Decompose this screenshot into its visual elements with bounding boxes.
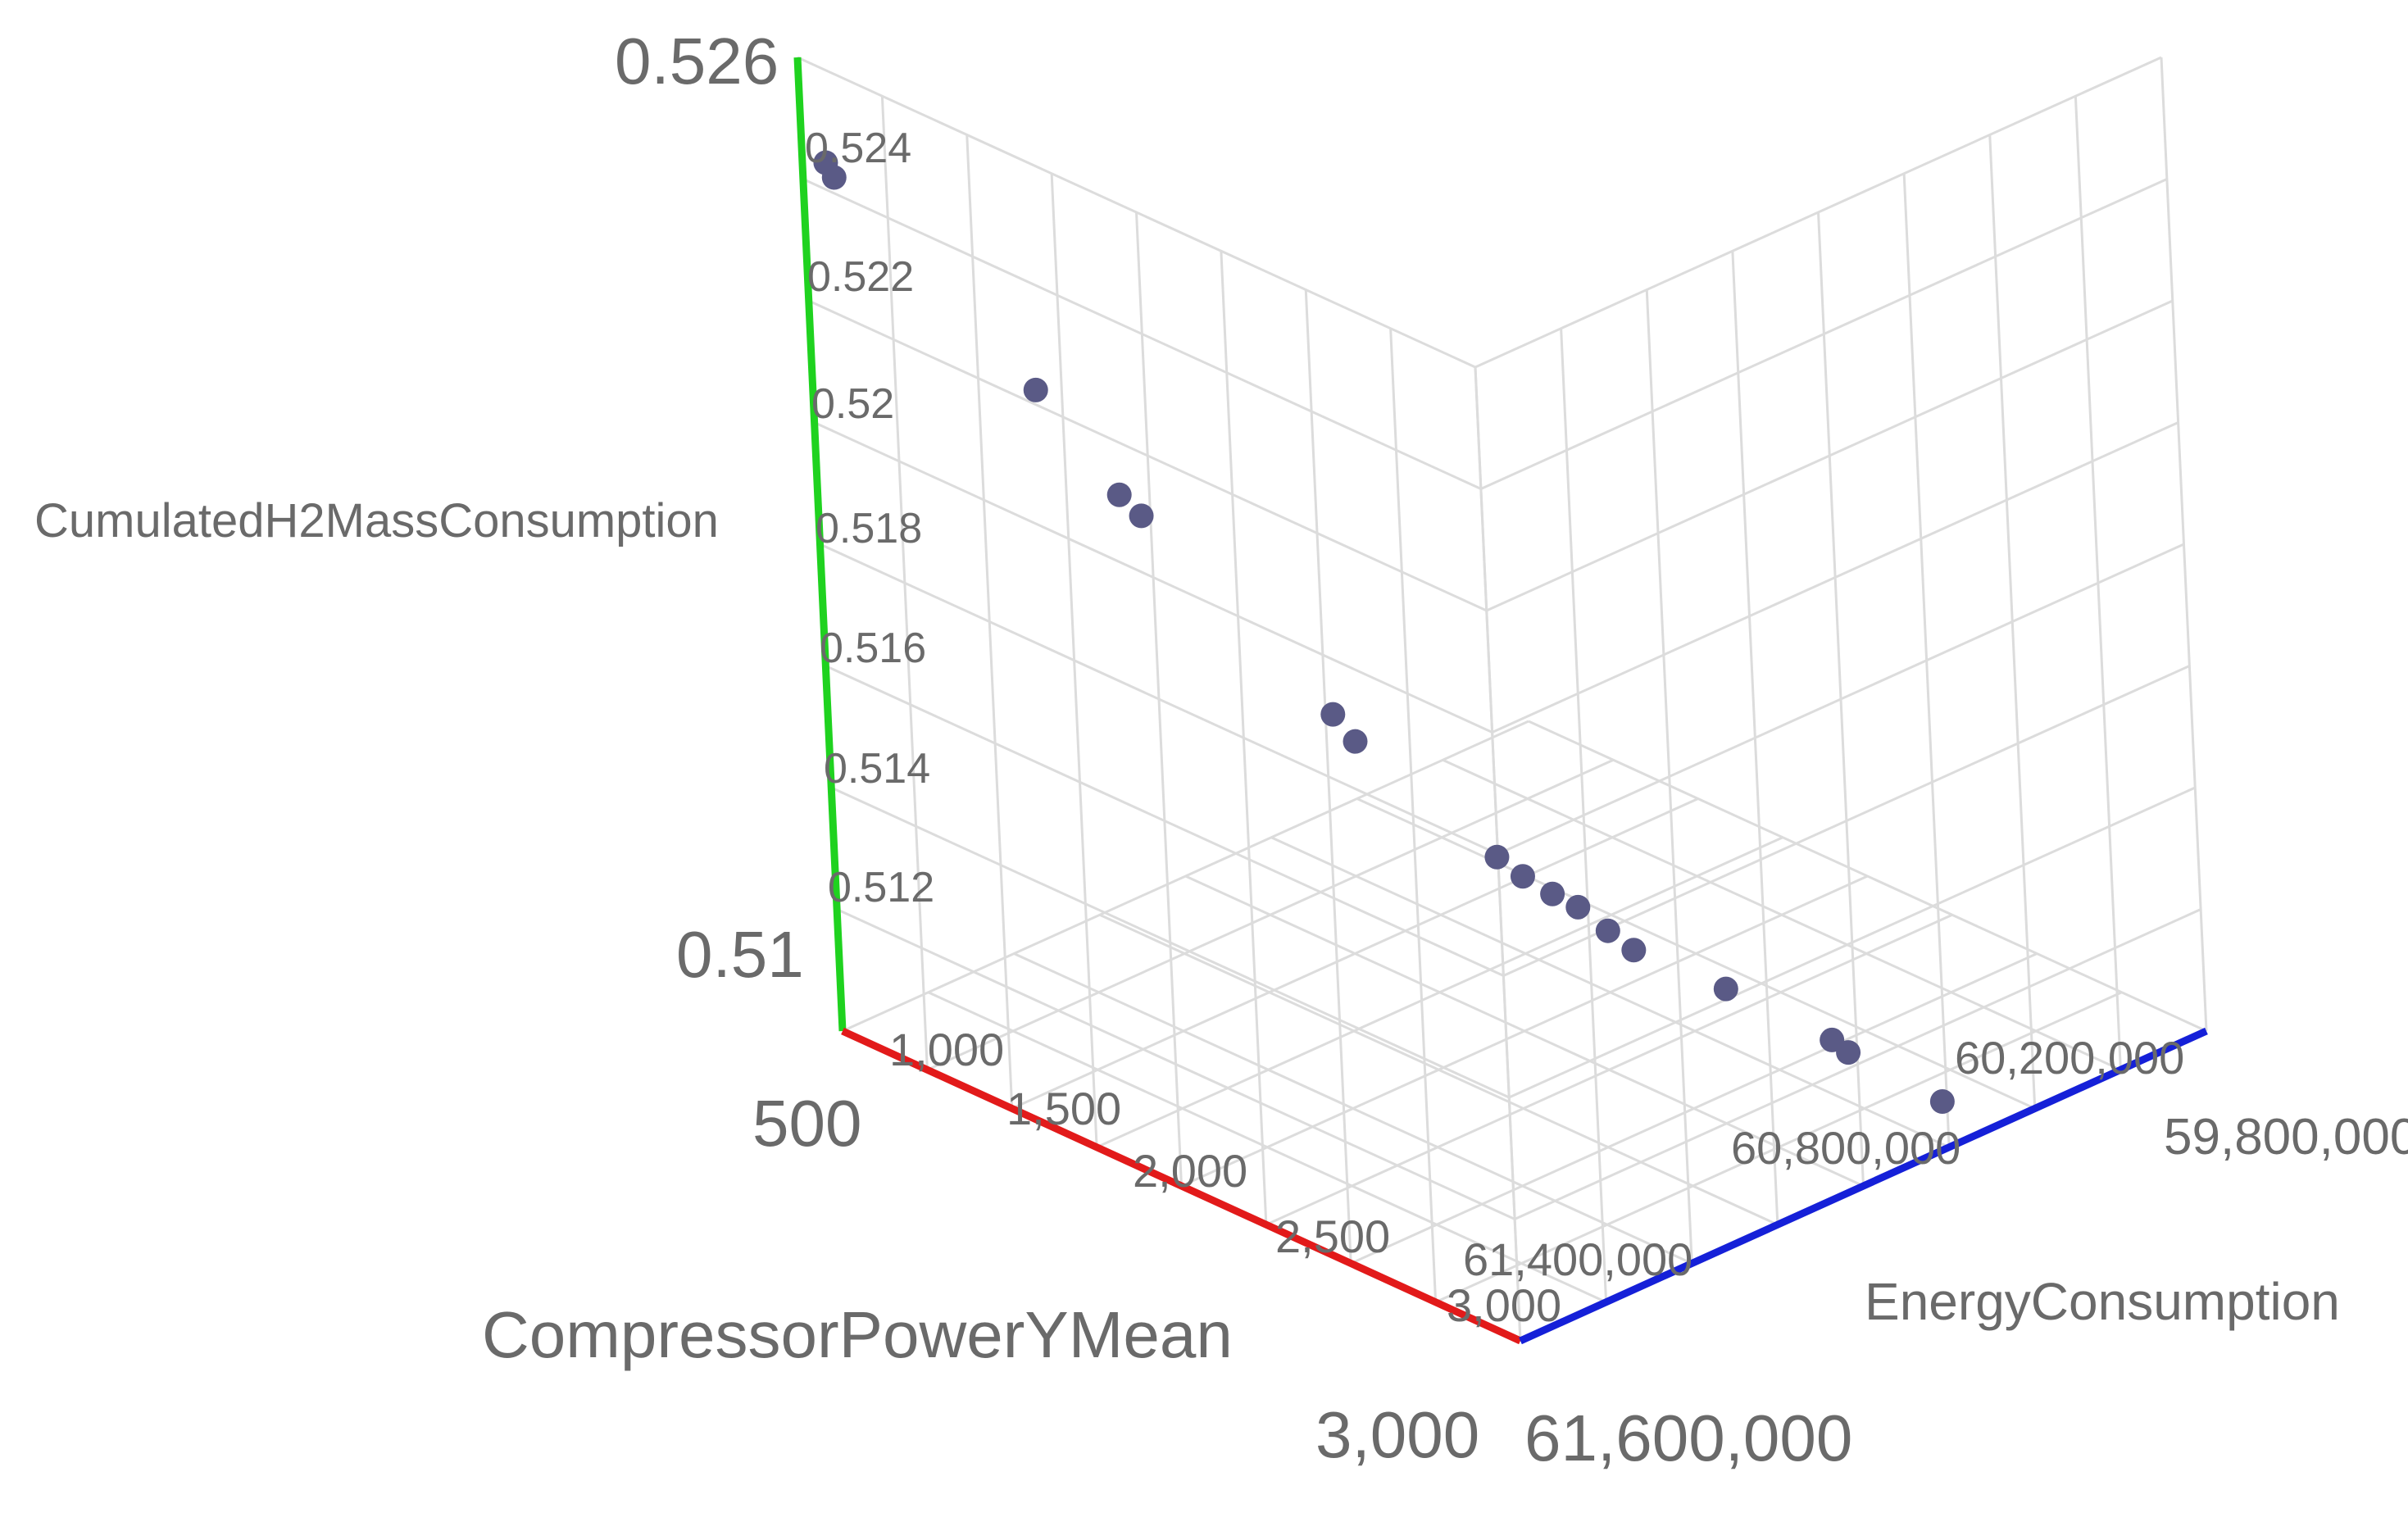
- x-axis-line: [841, 1027, 1522, 1345]
- x-axis-title: CompressorPowerYMean: [482, 1298, 1233, 1371]
- grid-line: [1220, 251, 1268, 1225]
- grid-line: [1389, 328, 1438, 1302]
- grid-line: [1480, 178, 2168, 490]
- data-point[interactable]: [1343, 729, 1368, 754]
- grid-line: [1265, 913, 1953, 1226]
- z-axis-title: CumulatedH2MassConsumption: [34, 494, 719, 547]
- data-point[interactable]: [1565, 894, 1591, 920]
- y-tick-label: 60,200,000: [1955, 1032, 2184, 1083]
- x-tick-label: 3,000: [1447, 1279, 1561, 1331]
- y-axis-line: [1519, 1027, 2208, 1345]
- data-point[interactable]: [1836, 1040, 1861, 1065]
- data-point[interactable]: [1713, 976, 1738, 1002]
- z-tick-label: 0.524: [805, 125, 911, 172]
- z-axis-line: [793, 57, 847, 1032]
- grid-line: [1474, 56, 2162, 369]
- data-points[interactable]: [813, 150, 1955, 1115]
- grid-line: [819, 543, 1499, 856]
- z-tick-label: 0.522: [807, 253, 914, 301]
- grid-line: [1435, 991, 2123, 1304]
- data-point[interactable]: [1484, 844, 1510, 870]
- grid-lines: [796, 56, 2208, 1342]
- data-point[interactable]: [1320, 702, 1346, 727]
- grid-line: [1486, 299, 2174, 612]
- grid-line: [1099, 913, 1779, 1226]
- grid-line: [1497, 543, 2185, 856]
- data-point[interactable]: [1621, 938, 1647, 963]
- z-tick-label: 0.518: [816, 505, 922, 552]
- grid-line: [1731, 251, 1779, 1225]
- y-corner-min-label: 59,800,000: [2164, 1109, 2408, 1165]
- axis-lines: [793, 57, 2208, 1345]
- grid-line: [808, 299, 1488, 612]
- y-corner-max-label: 61,600,000: [1524, 1401, 1852, 1474]
- grid-line: [1350, 952, 2038, 1265]
- z-tick-label: 0.512: [828, 864, 934, 911]
- y-tick-label: 61,400,000: [1463, 1233, 1692, 1285]
- y-tick-label: 60,800,000: [1731, 1122, 1960, 1174]
- grid-line: [814, 421, 1493, 734]
- data-point[interactable]: [1510, 864, 1535, 889]
- x-tick-label: 1,500: [1006, 1083, 1121, 1134]
- grid-line: [1492, 421, 2179, 734]
- data-point[interactable]: [821, 165, 847, 190]
- z-corner-min-label: 0.51: [676, 918, 804, 991]
- x-tick-label: 2,000: [1133, 1145, 1247, 1197]
- grid-line: [1304, 289, 1352, 1264]
- z-tick-label: 0.514: [824, 745, 930, 793]
- x-corner-min-label: 500: [752, 1087, 861, 1160]
- data-point[interactable]: [1106, 482, 1132, 507]
- z-corner-max-label: 0.526: [615, 25, 779, 98]
- y-axis-title: EnergyConsumption: [1865, 1272, 2340, 1331]
- grid-line: [1013, 952, 1692, 1265]
- x-tick-label: 2,500: [1275, 1211, 1390, 1262]
- z-tick-label: 0.52: [811, 380, 894, 428]
- x-tick-label: 1,000: [889, 1024, 1004, 1075]
- grid-line: [1645, 289, 1693, 1264]
- data-point[interactable]: [1595, 918, 1620, 943]
- grid-line: [1184, 874, 1865, 1188]
- data-point[interactable]: [1129, 503, 1154, 529]
- x-corner-max-label: 3,000: [1315, 1398, 1479, 1471]
- grid-line: [1560, 328, 1608, 1302]
- grid-line: [928, 991, 1607, 1304]
- grid-line: [802, 178, 1482, 490]
- data-point[interactable]: [1023, 377, 1048, 402]
- z-tick-label: 0.516: [820, 625, 926, 672]
- data-point[interactable]: [1540, 881, 1565, 906]
- data-point[interactable]: [1929, 1089, 1955, 1115]
- grid-line: [797, 56, 1476, 369]
